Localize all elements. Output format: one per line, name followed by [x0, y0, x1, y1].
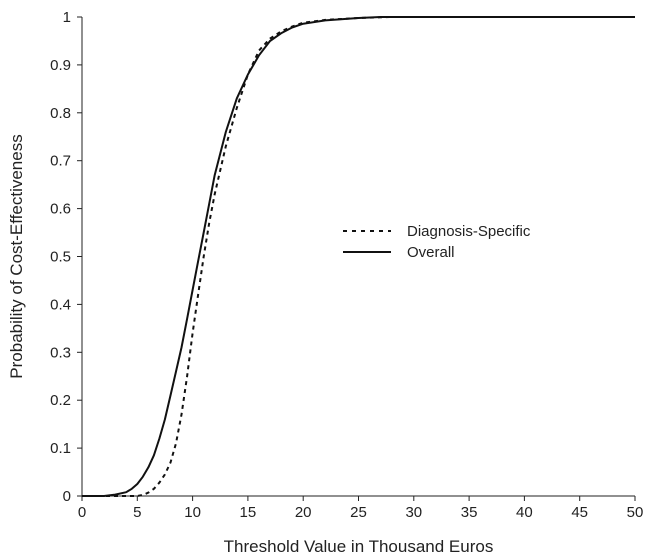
y-tick-label: 0.7 — [50, 153, 71, 170]
x-axis-title: Threshold Value in Thousand Euros — [224, 537, 494, 556]
y-tick-label: 0.2 — [50, 392, 71, 409]
y-ticks: 0 0.1 0.2 0.3 0.4 0.5 0.6 0.7 0.8 0.9 1 — [50, 9, 82, 505]
x-tick-label: 0 — [78, 504, 86, 521]
x-tick-label: 15 — [240, 504, 257, 521]
series-line-overall — [82, 16, 635, 497]
y-tick-label: 0.1 — [50, 440, 71, 457]
axes — [81, 17, 635, 497]
x-tick-label: 35 — [461, 504, 478, 521]
x-tick-label: 10 — [184, 504, 201, 521]
y-tick-label: 0.3 — [50, 344, 71, 361]
y-tick-label: 0.9 — [50, 57, 71, 74]
x-tick-label: 45 — [571, 504, 588, 521]
y-tick-label: 0.4 — [50, 296, 71, 313]
y-tick-label: 1 — [63, 9, 71, 26]
x-tick-label: 40 — [516, 504, 533, 521]
legend-label-overall: Overall — [407, 244, 455, 261]
x-tick-label: 25 — [350, 504, 367, 521]
y-axis-title: Probability of Cost-Effectiveness — [7, 134, 26, 378]
legend: Diagnosis-Specific Overall — [343, 223, 531, 261]
y-tick-label: 0 — [63, 488, 71, 505]
x-tick-label: 30 — [405, 504, 422, 521]
series-line-diagnosis-specific — [82, 16, 635, 497]
x-tick-label: 5 — [133, 504, 141, 521]
y-tick-label: 0.5 — [50, 249, 71, 266]
series-layer — [82, 16, 635, 497]
y-tick-label: 0.6 — [50, 201, 71, 218]
x-ticks: 0 5 10 15 20 25 30 35 40 45 50 — [78, 496, 644, 521]
x-tick-label: 50 — [627, 504, 644, 521]
y-tick-label: 0.8 — [50, 105, 71, 122]
legend-label-diagnosis-specific: Diagnosis-Specific — [407, 223, 531, 240]
x-tick-label: 20 — [295, 504, 312, 521]
